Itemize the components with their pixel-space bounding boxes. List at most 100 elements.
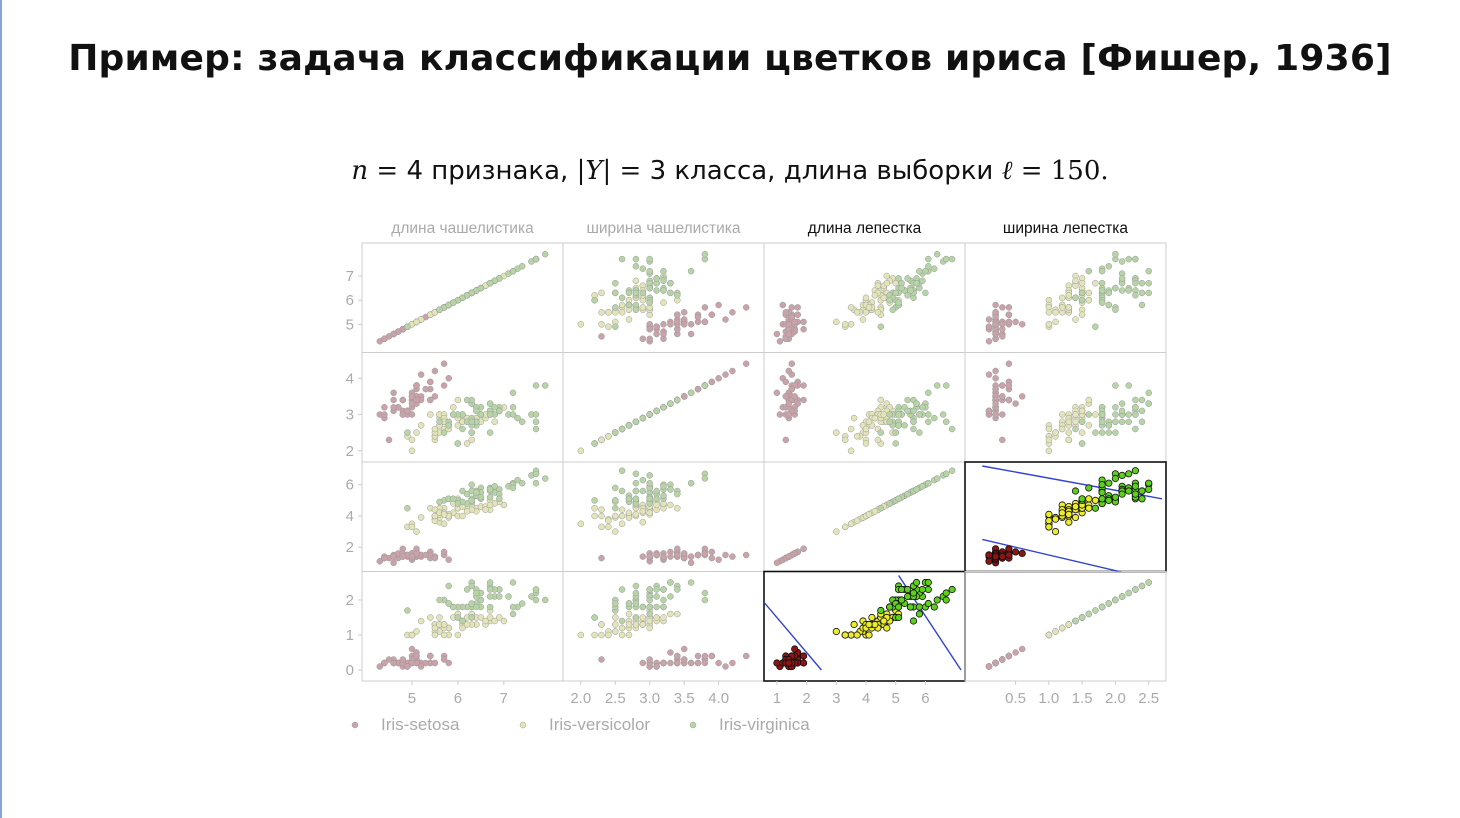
data-point-iris-virginica xyxy=(459,617,466,625)
data-point-iris-virginica xyxy=(916,429,923,436)
data-point-iris-setosa xyxy=(413,652,420,660)
data-point-iris-virginica xyxy=(1072,617,1079,625)
data-point-iris-virginica xyxy=(667,579,674,586)
data-point-iris-virginica xyxy=(1112,382,1119,389)
data-point-iris-setosa xyxy=(660,321,667,328)
data-point-iris-virginica xyxy=(612,279,619,287)
data-point-iris-virginica xyxy=(632,582,640,590)
data-point-iris-virginica xyxy=(1138,301,1146,309)
data-point-iris-versicolor xyxy=(639,518,647,526)
data-point-iris-virginica xyxy=(925,411,932,418)
data-point-iris-virginica xyxy=(903,585,912,594)
data-point-iris-versicolor xyxy=(674,504,681,512)
data-point-iris-setosa xyxy=(427,652,434,660)
data-point-iris-virginica xyxy=(925,263,932,270)
y-tick-label: 4 xyxy=(346,508,354,525)
x-tick-label: 2.5 xyxy=(1138,690,1159,707)
data-point-iris-virginica xyxy=(618,487,626,495)
data-point-iris-versicolor xyxy=(408,436,416,444)
data-point-iris-versicolor xyxy=(413,429,420,436)
data-point-iris-versicolor xyxy=(454,396,462,404)
data-point-iris-virginica xyxy=(496,593,503,600)
data-point-iris-versicolor xyxy=(833,528,840,535)
data-point-iris-setosa xyxy=(791,318,798,326)
data-point-iris-setosa xyxy=(701,550,709,557)
data-point-iris-versicolor xyxy=(1072,411,1079,418)
data-point-iris-virginica xyxy=(1105,263,1113,270)
data-point-iris-virginica xyxy=(1138,418,1146,426)
data-point-iris-virginica xyxy=(674,490,681,498)
data-point-iris-setosa xyxy=(680,321,688,328)
data-point-iris-setosa xyxy=(701,652,709,660)
data-point-iris-setosa xyxy=(390,659,397,667)
data-point-iris-versicolor xyxy=(618,309,626,316)
y-tick-label: 0 xyxy=(346,662,354,679)
data-point-iris-virginica xyxy=(942,589,950,597)
data-point-iris-setosa xyxy=(390,330,397,338)
data-point-iris-virginica xyxy=(1138,487,1146,495)
data-point-iris-virginica xyxy=(639,476,647,484)
data-point-iris-setosa xyxy=(985,551,993,559)
data-point-iris-virginica xyxy=(1112,250,1119,258)
data-point-iris-virginica xyxy=(509,404,517,411)
data-point-iris-versicolor xyxy=(1085,422,1093,429)
data-point-iris-versicolor xyxy=(598,512,605,520)
data-point-iris-setosa xyxy=(999,325,1006,333)
data-point-iris-versicolor xyxy=(877,396,885,404)
data-point-iris-virginica xyxy=(639,603,647,611)
data-point-iris-virginica xyxy=(1078,614,1086,621)
legend-label-3: Iris-virginica xyxy=(719,715,810,734)
data-point-iris-virginica xyxy=(436,418,443,426)
data-point-iris-versicolor xyxy=(413,628,420,635)
data-point-iris-versicolor xyxy=(1085,495,1093,503)
data-point-iris-setosa xyxy=(992,313,999,321)
data-point-iris-virginica xyxy=(468,582,475,590)
data-point-iris-versicolor xyxy=(491,418,498,426)
data-point-iris-versicolor xyxy=(618,624,626,632)
data-point-iris-virginica xyxy=(1092,607,1099,614)
data-point-iris-setosa xyxy=(422,551,429,559)
data-point-iris-versicolor xyxy=(1078,311,1086,318)
data-point-iris-virginica xyxy=(674,586,681,593)
data-point-iris-virginica xyxy=(612,504,619,512)
data-point-iris-versicolor xyxy=(865,631,873,639)
data-point-iris-virginica xyxy=(646,603,653,611)
data-point-iris-virginica xyxy=(618,586,626,593)
scatterplot-matrix: длина чашелистика ширина чашелистика длина… xyxy=(346,220,1167,734)
data-point-iris-versicolor xyxy=(598,523,605,531)
data-point-iris-setosa xyxy=(687,321,695,328)
x-tick-label: 7 xyxy=(500,690,508,707)
data-point-iris-virginica xyxy=(509,411,517,418)
data-point-iris-virginica xyxy=(942,255,950,263)
data-point-iris-versicolor xyxy=(841,321,849,328)
data-point-iris-virginica xyxy=(1072,294,1079,302)
data-point-iris-virginica xyxy=(1105,496,1113,504)
data-point-iris-virginica xyxy=(632,600,640,607)
data-point-iris-versicolor xyxy=(440,621,448,628)
data-point-iris-versicolor xyxy=(612,528,619,535)
data-point-iris-virginica xyxy=(632,479,640,487)
x-tick-label: 5 xyxy=(408,690,416,707)
data-point-iris-versicolor xyxy=(427,411,434,418)
data-point-iris-virginica xyxy=(1118,418,1126,426)
data-point-iris-versicolor xyxy=(1078,279,1086,287)
data-point-iris-virginica xyxy=(924,599,932,608)
data-point-iris-versicolor xyxy=(612,512,619,520)
data-point-iris-setosa xyxy=(785,411,793,418)
data-point-iris-setosa xyxy=(1018,645,1026,653)
data-point-iris-virginica xyxy=(1132,396,1139,404)
data-point-iris-virginica xyxy=(913,279,920,287)
data-point-iris-virginica xyxy=(541,382,549,389)
data-point-iris-setosa xyxy=(722,371,729,378)
data-point-iris-versicolor xyxy=(667,610,674,618)
data-point-iris-setosa xyxy=(399,553,407,560)
data-point-iris-setosa xyxy=(431,554,439,562)
data-point-iris-virginica xyxy=(509,603,517,611)
data-point-iris-setosa xyxy=(985,338,993,345)
data-point-iris-virginica xyxy=(440,429,448,436)
data-point-iris-virginica xyxy=(514,476,521,484)
data-point-iris-virginica xyxy=(612,497,619,504)
data-point-iris-virginica xyxy=(625,422,633,429)
data-point-iris-versicolor xyxy=(1065,418,1073,426)
x-tick-label: 6 xyxy=(921,690,929,707)
